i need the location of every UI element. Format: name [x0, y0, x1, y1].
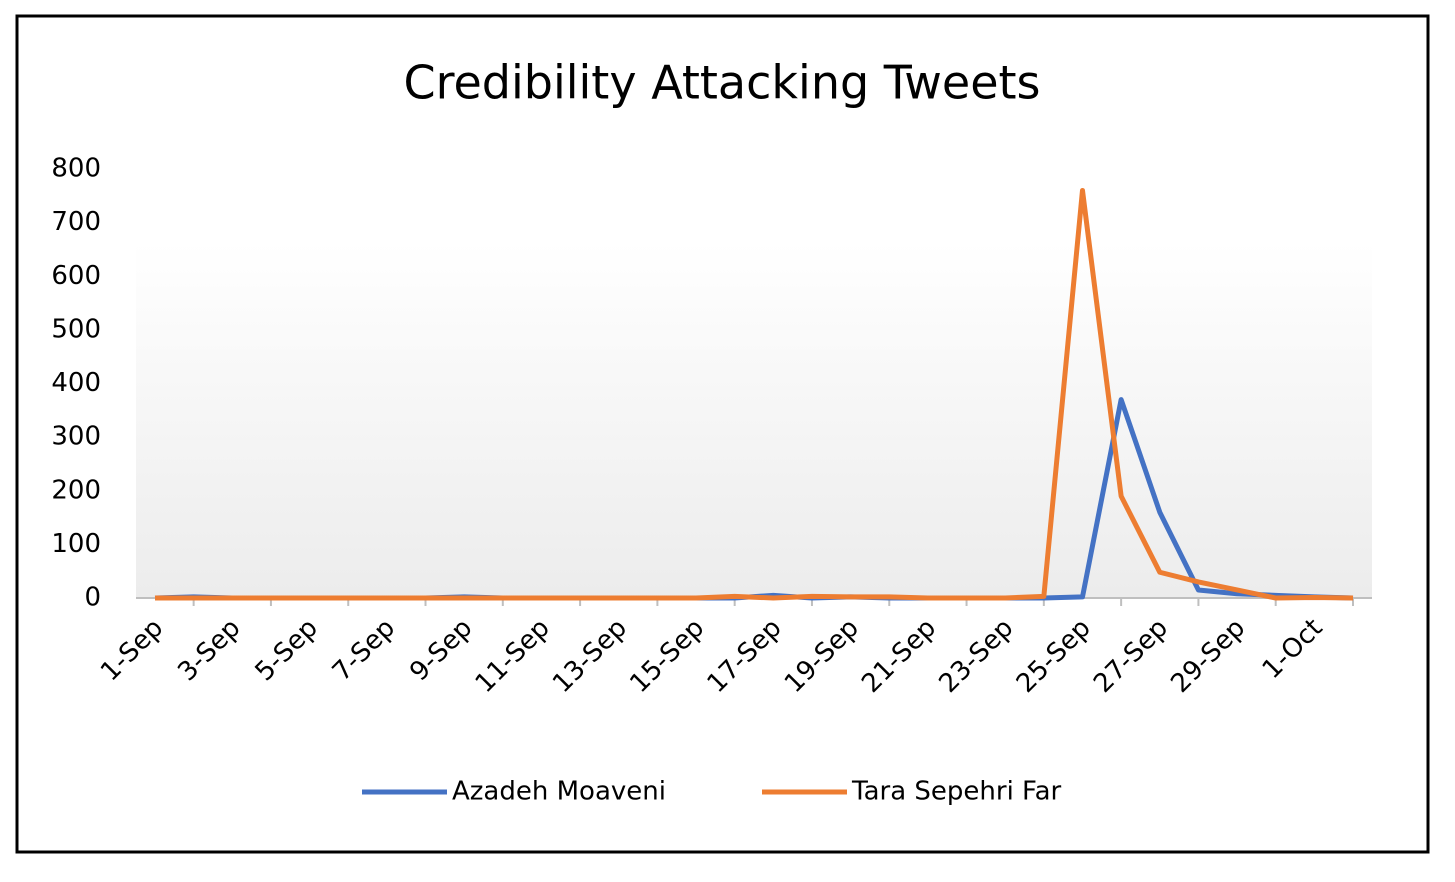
y-tick-label: 400 — [51, 368, 101, 398]
y-tick-label: 600 — [51, 261, 101, 291]
y-tick-label: 0 — [84, 583, 101, 613]
y-tick-label: 300 — [51, 422, 101, 452]
series-line — [155, 187, 1354, 601]
y-tick-label: 200 — [51, 475, 101, 505]
y-tick-label: 100 — [51, 529, 101, 559]
plot-background — [136, 242, 1372, 598]
legend-label: Tara Sepehri Far — [851, 777, 1062, 807]
chart-title: Credibility Attacking Tweets — [403, 56, 1040, 110]
y-tick-label: 700 — [51, 207, 101, 237]
y-tick-label: 800 — [51, 154, 101, 184]
legend-label: Azadeh Moaveni — [452, 777, 666, 807]
y-tick-label: 500 — [51, 314, 101, 344]
